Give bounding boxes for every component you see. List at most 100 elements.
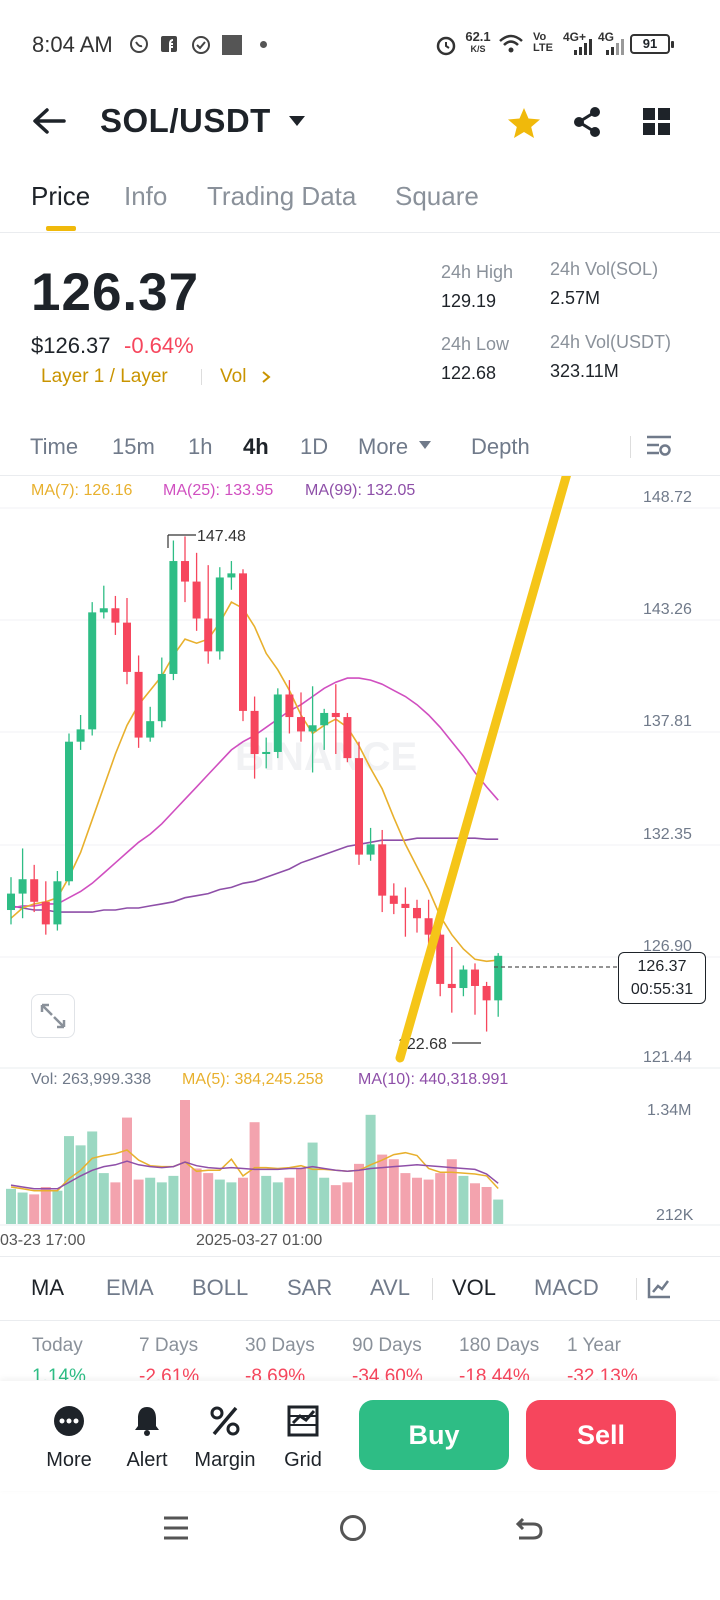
- volume-bar: [249, 1122, 260, 1224]
- price-axis-label: 126.90: [643, 938, 692, 955]
- grid-menu-icon[interactable]: [642, 107, 672, 137]
- back-nav-icon[interactable]: [513, 1513, 545, 1543]
- volume-bar: [296, 1168, 306, 1224]
- volume-bar: [365, 1114, 376, 1224]
- candle-body: [204, 618, 213, 652]
- chart-top-divider: [0, 475, 720, 476]
- trading-pair-title[interactable]: SOL/USDT: [100, 102, 271, 139]
- volume-bar: [52, 1190, 63, 1224]
- candle-body: [378, 844, 387, 896]
- tab-square[interactable]: Square: [395, 181, 479, 211]
- chart-settings-icon[interactable]: [645, 433, 673, 459]
- more-button[interactable]: More: [34, 1404, 104, 1472]
- indicator-macd[interactable]: MACD: [534, 1275, 599, 1300]
- recent-apps-icon[interactable]: [160, 1513, 192, 1543]
- home-icon[interactable]: [337, 1512, 369, 1544]
- candle-body: [447, 983, 456, 989]
- volume-bar: [330, 1185, 341, 1224]
- high-marker-label: 147.48: [197, 528, 246, 545]
- indicator-boll[interactable]: BOLL: [192, 1275, 249, 1300]
- perf-label-7d: 7 Days: [139, 1335, 199, 1356]
- candle-body: [401, 903, 410, 908]
- volume-bar: [203, 1173, 214, 1224]
- volume-bar: [29, 1194, 40, 1224]
- share-icon[interactable]: [570, 104, 604, 140]
- tab-price[interactable]: Price: [31, 181, 91, 211]
- indicator-ema[interactable]: EMA: [106, 1275, 154, 1300]
- candlestick-chart[interactable]: BINANCE 147.48 122.68: [0, 476, 720, 1256]
- status-time: 8:04 AM: [32, 32, 113, 57]
- margin-button[interactable]: Margin: [190, 1404, 260, 1472]
- perf-value-180d: -18.44%: [459, 1366, 530, 1380]
- candle-body: [250, 710, 259, 755]
- timeframe-4h[interactable]: 4h: [243, 434, 269, 459]
- indicator-sar[interactable]: SAR: [287, 1275, 333, 1300]
- candle-body: [366, 844, 375, 855]
- ma25-legend: MA(25): 133.95: [163, 482, 274, 499]
- sell-button[interactable]: Sell: [526, 1400, 676, 1470]
- vol-tag[interactable]: Vol: [220, 366, 247, 387]
- star-icon[interactable]: [506, 106, 542, 140]
- volume-bar: [191, 1168, 202, 1224]
- price-axis-label: 143.26: [643, 601, 692, 618]
- network-type-2: 4G: [598, 30, 615, 44]
- volume-bar: [133, 1179, 144, 1224]
- tab-info[interactable]: Info: [124, 181, 168, 211]
- indicator-avl[interactable]: AVL: [370, 1275, 410, 1300]
- volume-bar: [458, 1175, 469, 1224]
- candle-body: [355, 758, 363, 855]
- pair-dropdown-icon[interactable]: [287, 114, 307, 128]
- timeframe-time[interactable]: Time: [30, 434, 79, 459]
- candle-body: [297, 717, 305, 732]
- active-tab-indicator: [46, 226, 76, 231]
- candle-body: [157, 673, 166, 722]
- volume-bar: [284, 1177, 295, 1224]
- usd-price: $126.37: [31, 333, 111, 358]
- indicator-settings-icon[interactable]: [646, 1276, 672, 1300]
- volume-bar: [87, 1131, 98, 1224]
- low-24h-label: 24h Low: [441, 334, 510, 354]
- indicator-ma[interactable]: MA: [31, 1275, 64, 1300]
- fullscreen-button[interactable]: [31, 994, 75, 1038]
- candle-body: [343, 717, 352, 759]
- indicator-divider: [432, 1278, 433, 1300]
- vol-usdt-label: 24h Vol(USDT): [550, 332, 672, 352]
- alert-button[interactable]: Alert: [112, 1404, 182, 1472]
- timeframe-1d[interactable]: 1D: [300, 434, 329, 459]
- timeframe-more[interactable]: More: [358, 434, 409, 459]
- depth-button[interactable]: Depth: [471, 434, 530, 459]
- tab-trading-data[interactable]: Trading Data: [207, 181, 357, 211]
- timeframe-1h[interactable]: 1h: [188, 434, 213, 459]
- candle-body: [88, 612, 97, 730]
- candle-body: [424, 918, 433, 935]
- percent-icon: [210, 1406, 240, 1436]
- grid-button[interactable]: Grid: [268, 1404, 338, 1472]
- back-arrow-icon[interactable]: [32, 106, 66, 136]
- tabs-divider: [0, 232, 720, 233]
- candle-body: [53, 881, 62, 925]
- chevron-right-icon[interactable]: [260, 370, 272, 384]
- more-dropdown-icon[interactable]: [418, 440, 432, 450]
- price-axis-label: 121.44: [643, 1049, 692, 1066]
- volume-bar: [412, 1177, 422, 1224]
- network-speed: 62.1 K/S: [465, 29, 491, 54]
- time-axis-label: 03-23 17:00: [0, 1232, 86, 1249]
- volume-bar: [307, 1142, 318, 1224]
- candle-countdown: 00:55:31: [630, 981, 694, 998]
- ma99-legend: MA(99): 132.05: [305, 482, 416, 499]
- candle-body: [65, 741, 73, 882]
- category-tag[interactable]: Layer 1 / Layer: [41, 366, 168, 387]
- timeframe-15m[interactable]: 15m: [112, 434, 155, 459]
- ma99-line: [10, 837, 499, 913]
- volume-bar: [400, 1173, 411, 1224]
- network-type-1: 4G+: [563, 30, 587, 44]
- candle-body: [215, 577, 224, 652]
- volume-bar: [481, 1186, 492, 1224]
- volume-bar: [145, 1177, 156, 1224]
- volume-bar: [75, 1145, 86, 1224]
- indicator-vol[interactable]: VOL: [452, 1275, 497, 1300]
- volume-bar: [98, 1173, 109, 1224]
- candle-body: [30, 879, 39, 902]
- volume-bar: [493, 1199, 504, 1224]
- buy-button[interactable]: Buy: [359, 1400, 509, 1470]
